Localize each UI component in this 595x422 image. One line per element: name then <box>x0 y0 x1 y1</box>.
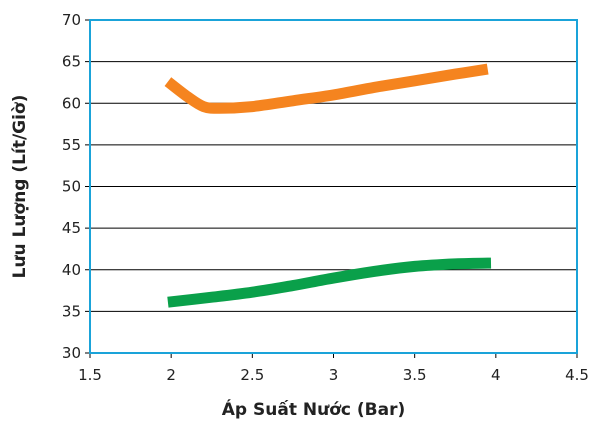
y-tick-label: 70 <box>62 11 81 29</box>
y-tick-label: 40 <box>62 261 81 279</box>
grid-lines <box>85 19 578 358</box>
x-tick-label: 4.5 <box>565 366 589 384</box>
y-tick-label: 30 <box>62 344 81 362</box>
x-tick-label: 3.5 <box>403 366 427 384</box>
x-tick-label: 2.5 <box>240 366 264 384</box>
x-tick-label: 2 <box>166 366 176 384</box>
series-group <box>164 63 492 308</box>
x-tick-label: 3 <box>329 366 339 384</box>
y-tick-label: 65 <box>62 53 81 71</box>
y-tick-labels: 30 35 40 45 50 55 60 65 70 <box>62 11 81 362</box>
y-tick-label: 35 <box>62 302 81 320</box>
y-tick-label: 50 <box>62 178 81 196</box>
x-tick-labels: 1.5 2 2.5 3 3.5 4 4.5 <box>78 366 589 384</box>
x-tick-label: 1.5 <box>78 366 102 384</box>
plot-border <box>89 19 578 354</box>
y-tick-label: 60 <box>62 94 81 112</box>
x-axis-title: Áp Suất Nước (Bar) <box>222 398 405 420</box>
y-tick-label: 55 <box>62 136 81 154</box>
series-line-2 <box>167 257 492 308</box>
y-axis-title: Lưu Lượng (Lít/Giờ) <box>10 95 30 279</box>
x-tick-label: 4 <box>491 366 501 384</box>
series-line-1 <box>164 63 489 114</box>
y-tick-label: 45 <box>62 219 81 237</box>
